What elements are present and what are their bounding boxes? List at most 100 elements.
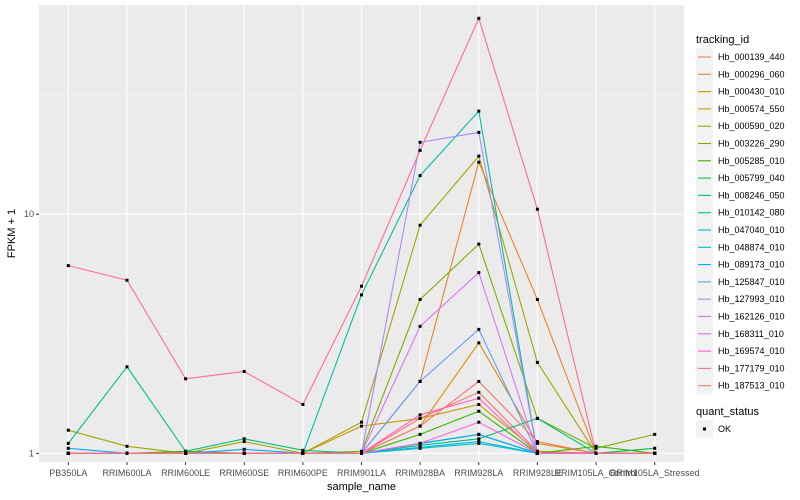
- x-tick-label: RRIM105LA_Control: [555, 468, 638, 478]
- data-point: [535, 298, 539, 301]
- data-point: [594, 451, 598, 455]
- x-tick-label: RRIM600LA: [102, 468, 151, 478]
- legend-entry: Hb_003226_290: [718, 139, 785, 149]
- data-point: [653, 451, 657, 455]
- data-point: [477, 109, 481, 113]
- data-point: [242, 447, 246, 451]
- legend-title: tracking_id: [696, 34, 749, 46]
- data-point: [360, 293, 363, 297]
- grid-layer: [39, 5, 684, 462]
- data-point: [360, 449, 363, 453]
- data-point: [66, 441, 70, 445]
- legend-entry: Hb_089173_010: [718, 260, 785, 270]
- data-point: [535, 440, 539, 444]
- data-point: [66, 428, 70, 432]
- data-point: [477, 403, 481, 406]
- y-axis-title: FPKM + 1: [6, 209, 18, 258]
- data-point: [477, 16, 481, 20]
- data-point: [360, 420, 363, 424]
- shape-legend-title: quant_status: [696, 406, 759, 418]
- data-point: [535, 449, 539, 453]
- data-point: [360, 424, 363, 428]
- data-point: [418, 424, 422, 428]
- data-point: [66, 264, 70, 268]
- data-point: [477, 271, 481, 275]
- shape-legend-marker: [703, 427, 706, 431]
- data-point: [125, 365, 129, 369]
- data-point: [477, 396, 481, 400]
- x-tick-label: RRIM600SE: [219, 468, 269, 478]
- x-tick-label: RRIM600PE: [278, 468, 328, 478]
- data-point: [418, 148, 422, 152]
- data-point: [477, 440, 481, 444]
- data-point: [594, 444, 598, 448]
- data-point: [242, 440, 246, 444]
- x-tick-label: RRIM600LE: [161, 468, 210, 478]
- data-point: [535, 441, 539, 445]
- legend-entry: Hb_187513_010: [718, 381, 785, 391]
- data-point: [418, 140, 422, 144]
- data-point: [477, 409, 481, 413]
- data-point: [418, 432, 422, 436]
- legend: tracking_id Hb_000139_440 Hb_000296_060 Hb_…: [696, 34, 785, 438]
- data-point: [477, 341, 481, 345]
- data-point: [184, 377, 188, 381]
- data-point: [418, 174, 422, 178]
- legend-entry: Hb_125847_010: [718, 277, 785, 287]
- data-point: [301, 403, 305, 406]
- legend-entry: Hb_000139_440: [718, 52, 785, 62]
- x-tick-label: PB350LA: [49, 468, 87, 478]
- data-point: [418, 413, 422, 417]
- x-tick-label: RRIM928LE: [513, 468, 562, 478]
- legend-entry: Hb_010142_080: [718, 208, 785, 218]
- data-point: [477, 379, 481, 383]
- data-point: [535, 207, 539, 211]
- data-point: [477, 441, 481, 445]
- data-point: [418, 379, 422, 383]
- y-tick-label: 10: [24, 209, 34, 219]
- data-point: [242, 451, 246, 455]
- data-point: [418, 441, 422, 445]
- legend-entry: Hb_169574_010: [718, 346, 785, 356]
- data-point: [418, 445, 422, 449]
- data-point: [184, 451, 188, 455]
- data-point: [477, 327, 481, 331]
- data-point: [125, 451, 129, 455]
- axis-layer: 1 10 PB350LA RRIM600LA RRIM600LE RRIM600SE RRI…: [24, 209, 699, 478]
- x-axis-title: sample_name: [327, 481, 396, 493]
- data-point: [360, 284, 363, 288]
- data-point: [125, 278, 129, 282]
- legend-entry: Hb_000430_010: [718, 87, 785, 97]
- legend-entry: Hb_000590_020: [718, 121, 785, 131]
- data-point: [418, 223, 422, 227]
- legend-entry: Hb_048874_010: [718, 242, 785, 252]
- data-point: [242, 437, 246, 441]
- x-tick-label: RRIM928LA: [454, 468, 503, 478]
- data-point: [66, 451, 70, 455]
- shape-legend-entry: OK: [718, 424, 731, 434]
- legend-entry: Hb_177179_010: [718, 363, 785, 373]
- data-point: [594, 446, 598, 450]
- legend-entry: Hb_168311_010: [718, 329, 784, 339]
- data-point: [477, 420, 481, 424]
- data-point: [535, 360, 539, 364]
- data-point: [477, 437, 481, 441]
- legend-entry: Hb_047040_010: [718, 225, 785, 235]
- x-tick-label: RRIM105LA_Stressed: [610, 468, 700, 478]
- legend-entry: Hb_127993_010: [718, 294, 785, 304]
- y-tick-label: 1: [29, 448, 34, 458]
- data-point: [477, 432, 481, 436]
- data-point: [301, 448, 305, 452]
- data-point: [477, 160, 481, 164]
- data-point: [477, 390, 481, 394]
- data-point: [418, 443, 422, 447]
- data-point: [418, 324, 422, 328]
- data-point: [477, 130, 481, 134]
- data-point: [477, 154, 481, 158]
- x-tick-label: RRIM901LA: [337, 468, 386, 478]
- data-point: [653, 432, 657, 436]
- legend-entry: Hb_005285_010: [718, 156, 785, 166]
- legend-entry: Hb_008246_050: [718, 190, 785, 200]
- x-tick-label: RRIM928BA: [395, 468, 445, 478]
